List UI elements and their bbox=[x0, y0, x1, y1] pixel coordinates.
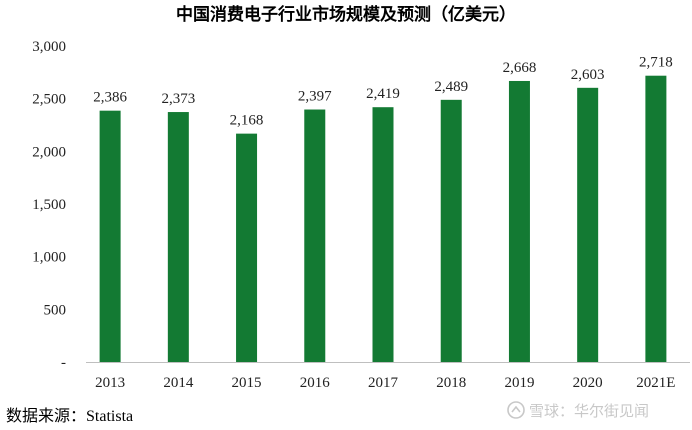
bar-2019 bbox=[508, 80, 530, 362]
y-tick-label: 1,000 bbox=[32, 250, 66, 266]
bar-series bbox=[99, 75, 667, 363]
bar-2014 bbox=[167, 112, 189, 362]
x-tick-label: 2020 bbox=[573, 375, 603, 391]
x-tick-label: 2013 bbox=[95, 375, 125, 391]
y-tick-label: 1,500 bbox=[32, 197, 66, 213]
data-label-2019: 2,668 bbox=[503, 60, 537, 76]
watermark-logo-icon bbox=[507, 401, 525, 419]
x-tick-label: 2016 bbox=[300, 375, 331, 391]
data-label-2013: 2,386 bbox=[93, 90, 127, 106]
x-tick-label: 2017 bbox=[368, 375, 399, 391]
chart-title: 中国消费电子行业市场规模及预测（亿美元） bbox=[176, 4, 516, 25]
y-tick-label: 500 bbox=[44, 302, 67, 318]
y-tick-label: - bbox=[61, 355, 66, 371]
data-label-2017: 2,419 bbox=[366, 86, 400, 102]
source-note: 数据来源：Statista bbox=[6, 407, 133, 425]
x-tick-label: 2018 bbox=[436, 375, 466, 391]
bar-2016 bbox=[304, 109, 326, 363]
bar-2021E bbox=[645, 75, 667, 362]
watermark-text: 雪球：华尔街见闻 bbox=[529, 402, 649, 420]
bar-2013 bbox=[99, 110, 121, 362]
bar-2018 bbox=[440, 99, 462, 363]
x-tick-label: 2019 bbox=[504, 375, 534, 391]
data-label-2014: 2,373 bbox=[161, 91, 195, 107]
data-labels: 2,386 2,373 2,168 2,397 2,419 2,489 2,668 2,603… bbox=[93, 55, 673, 129]
watermark: 雪球：华尔街见闻 bbox=[507, 401, 649, 420]
bar-2017 bbox=[372, 107, 394, 362]
bar-2015 bbox=[236, 133, 258, 362]
data-label-2021E: 2,718 bbox=[639, 55, 673, 71]
data-label-2018: 2,489 bbox=[434, 79, 468, 95]
y-tick-label: 3,000 bbox=[32, 39, 66, 55]
y-tick-label: 2,500 bbox=[32, 92, 66, 108]
data-label-2016: 2,397 bbox=[298, 89, 332, 105]
data-label-2015: 2,168 bbox=[230, 113, 264, 129]
bar-2020 bbox=[577, 87, 599, 363]
x-axis: 2013 2014 2015 2016 2017 2018 2019 2020 2021E bbox=[95, 375, 675, 391]
x-tick-label: 2014 bbox=[163, 375, 194, 391]
x-tick-label: 2015 bbox=[232, 375, 262, 391]
y-axis: - 500 1,000 1,500 2,000 2,500 3,000 bbox=[32, 39, 66, 371]
data-label-2020: 2,603 bbox=[571, 67, 605, 83]
x-tick-label: 2021E bbox=[636, 375, 675, 391]
y-tick-label: 2,000 bbox=[32, 144, 66, 160]
